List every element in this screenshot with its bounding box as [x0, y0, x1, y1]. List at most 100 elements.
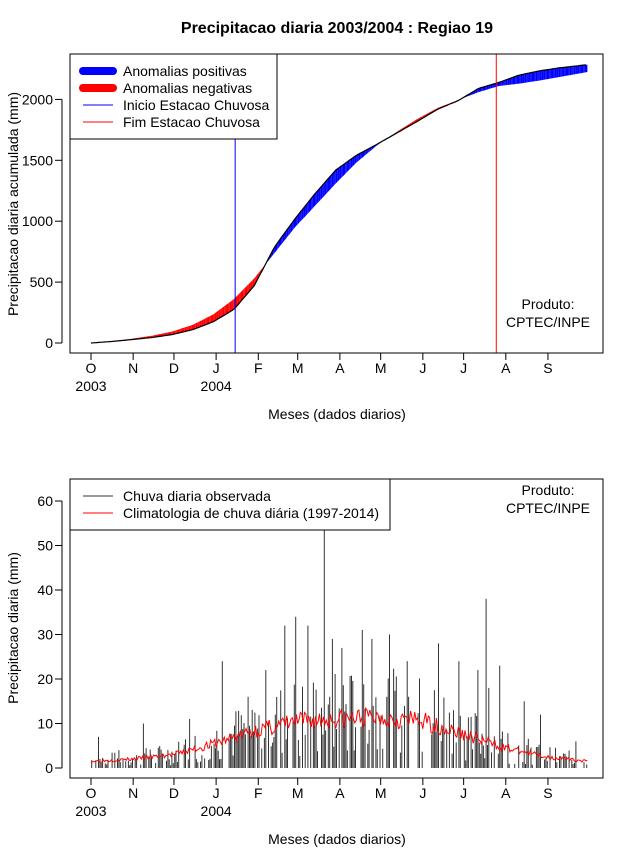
- negative-anomaly-band: [247, 284, 249, 294]
- positive-anomaly-band: [312, 194, 314, 209]
- positive-anomaly-band: [533, 71, 535, 82]
- negative-anomaly-band: [197, 322, 199, 328]
- positive-anomaly-band: [557, 67, 559, 78]
- negative-anomaly-band: [176, 329, 178, 334]
- negative-anomaly-band: [194, 323, 196, 330]
- positive-anomaly-band: [573, 66, 576, 75]
- positive-anomaly-band: [539, 70, 542, 81]
- positive-anomaly-band: [534, 71, 536, 82]
- negative-anomaly-band: [201, 319, 203, 327]
- positive-anomaly-band: [545, 69, 547, 80]
- x-tick-label: S: [543, 785, 552, 801]
- negative-anomaly-band: [205, 317, 207, 325]
- bottom-product-label-line2: CPTEC/INPE: [506, 500, 590, 516]
- bottom-product-label-line1: Produto:: [522, 482, 575, 498]
- legend-label-start: Inicio Estacao Chuvosa: [123, 97, 270, 113]
- positive-anomaly-band: [345, 162, 347, 174]
- positive-anomaly-band: [330, 174, 332, 190]
- positive-anomaly-band: [562, 67, 565, 77]
- positive-anomaly-band: [516, 75, 518, 84]
- positive-anomaly-band: [526, 73, 528, 83]
- positive-anomaly-band: [307, 201, 309, 215]
- top-x-axis: O N D J F M A M J J A S 2003 2004: [75, 353, 553, 394]
- negative-anomaly-band: [236, 295, 238, 307]
- negative-anomaly-band: [169, 331, 172, 335]
- positive-anomaly-band: [303, 206, 305, 219]
- y-tick-label: 0: [45, 760, 53, 776]
- y-tick-label: 1500: [22, 152, 53, 168]
- positive-anomaly-band: [567, 66, 569, 76]
- positive-anomaly-band: [357, 154, 359, 162]
- x-tick-label: F: [254, 360, 263, 376]
- negative-anomaly-band: [240, 290, 242, 302]
- positive-anomaly-band: [320, 185, 323, 200]
- y-tick-label: 40: [37, 582, 53, 598]
- positive-anomaly-band: [481, 87, 483, 92]
- positive-anomaly-band: [499, 81, 501, 86]
- positive-anomaly-band: [504, 79, 506, 86]
- negative-anomaly-band: [217, 310, 219, 320]
- x-tick-label: J: [419, 785, 426, 801]
- positive-anomaly-band: [528, 72, 531, 83]
- negative-anomaly-band: [186, 326, 188, 332]
- negative-anomaly-band: [229, 301, 232, 312]
- negative-anomaly-band: [182, 327, 184, 333]
- negative-anomaly-band: [203, 318, 206, 326]
- positive-anomaly-band: [514, 76, 516, 85]
- positive-anomaly-band: [515, 76, 517, 85]
- positive-anomaly-band: [523, 73, 525, 83]
- x-year-label: 2004: [201, 803, 232, 819]
- negative-anomaly-band: [232, 299, 234, 311]
- positive-anomaly-band: [485, 86, 487, 91]
- positive-anomaly-band: [311, 196, 313, 210]
- positive-anomaly-band: [507, 78, 509, 85]
- x-tick-label: S: [543, 360, 552, 376]
- negative-anomaly-band: [190, 325, 192, 331]
- bottom-y-axis-title: Precipitacao diaria (mm): [5, 552, 21, 704]
- positive-anomaly-band: [493, 83, 495, 88]
- positive-anomaly-band: [344, 163, 346, 176]
- positive-anomaly-band: [553, 68, 555, 79]
- top-anomaly-fill: [97, 64, 588, 343]
- positive-anomaly-band: [304, 205, 306, 218]
- negative-anomaly-band: [218, 309, 221, 319]
- positive-anomaly-band: [310, 198, 312, 212]
- positive-anomaly-band: [586, 64, 588, 73]
- negative-anomaly-band: [208, 316, 210, 324]
- positive-anomaly-band: [558, 67, 561, 78]
- x-tick-label: F: [254, 785, 263, 801]
- bottom-x-axis-title: Meses (dados diarios): [268, 831, 406, 847]
- positive-anomaly-band: [561, 67, 563, 77]
- negative-anomaly-band: [246, 285, 248, 296]
- negative-anomaly-band: [214, 312, 217, 321]
- negative-anomaly-band: [184, 327, 187, 332]
- positive-anomaly-band: [338, 167, 340, 181]
- positive-anomaly-band: [352, 157, 354, 167]
- positive-anomaly-band: [530, 72, 532, 82]
- positive-anomaly-band: [348, 160, 350, 171]
- positive-anomaly-band: [569, 66, 572, 76]
- positive-anomaly-band: [518, 75, 520, 84]
- x-tick-label: M: [292, 360, 304, 376]
- positive-anomaly-band: [363, 151, 365, 158]
- negative-anomaly-band: [187, 326, 189, 331]
- negative-anomaly-band: [195, 322, 198, 329]
- negative-anomaly-band: [175, 330, 177, 334]
- positive-anomaly-band: [535, 71, 538, 82]
- y-tick-label: 2000: [22, 91, 53, 107]
- bottom-y-axis: 0 10 20 30 40 50 60: [37, 493, 63, 776]
- positive-anomaly-band: [484, 86, 486, 91]
- negative-anomaly-band: [222, 306, 225, 316]
- x-tick-label: M: [375, 360, 387, 376]
- negative-anomaly-band: [231, 300, 233, 312]
- positive-anomaly-band: [301, 208, 304, 220]
- legend-label-negative: Anomalias negativas: [123, 80, 252, 96]
- positive-anomaly-band: [524, 73, 527, 83]
- positive-anomaly-band: [577, 65, 580, 74]
- positive-anomaly-band: [580, 65, 582, 74]
- positive-anomaly-band: [556, 68, 558, 78]
- positive-anomaly-band: [503, 80, 505, 86]
- legend-label-observed: Chuva diaria observada: [123, 488, 271, 504]
- positive-anomaly-band: [575, 65, 577, 75]
- positive-anomaly-band: [520, 74, 523, 84]
